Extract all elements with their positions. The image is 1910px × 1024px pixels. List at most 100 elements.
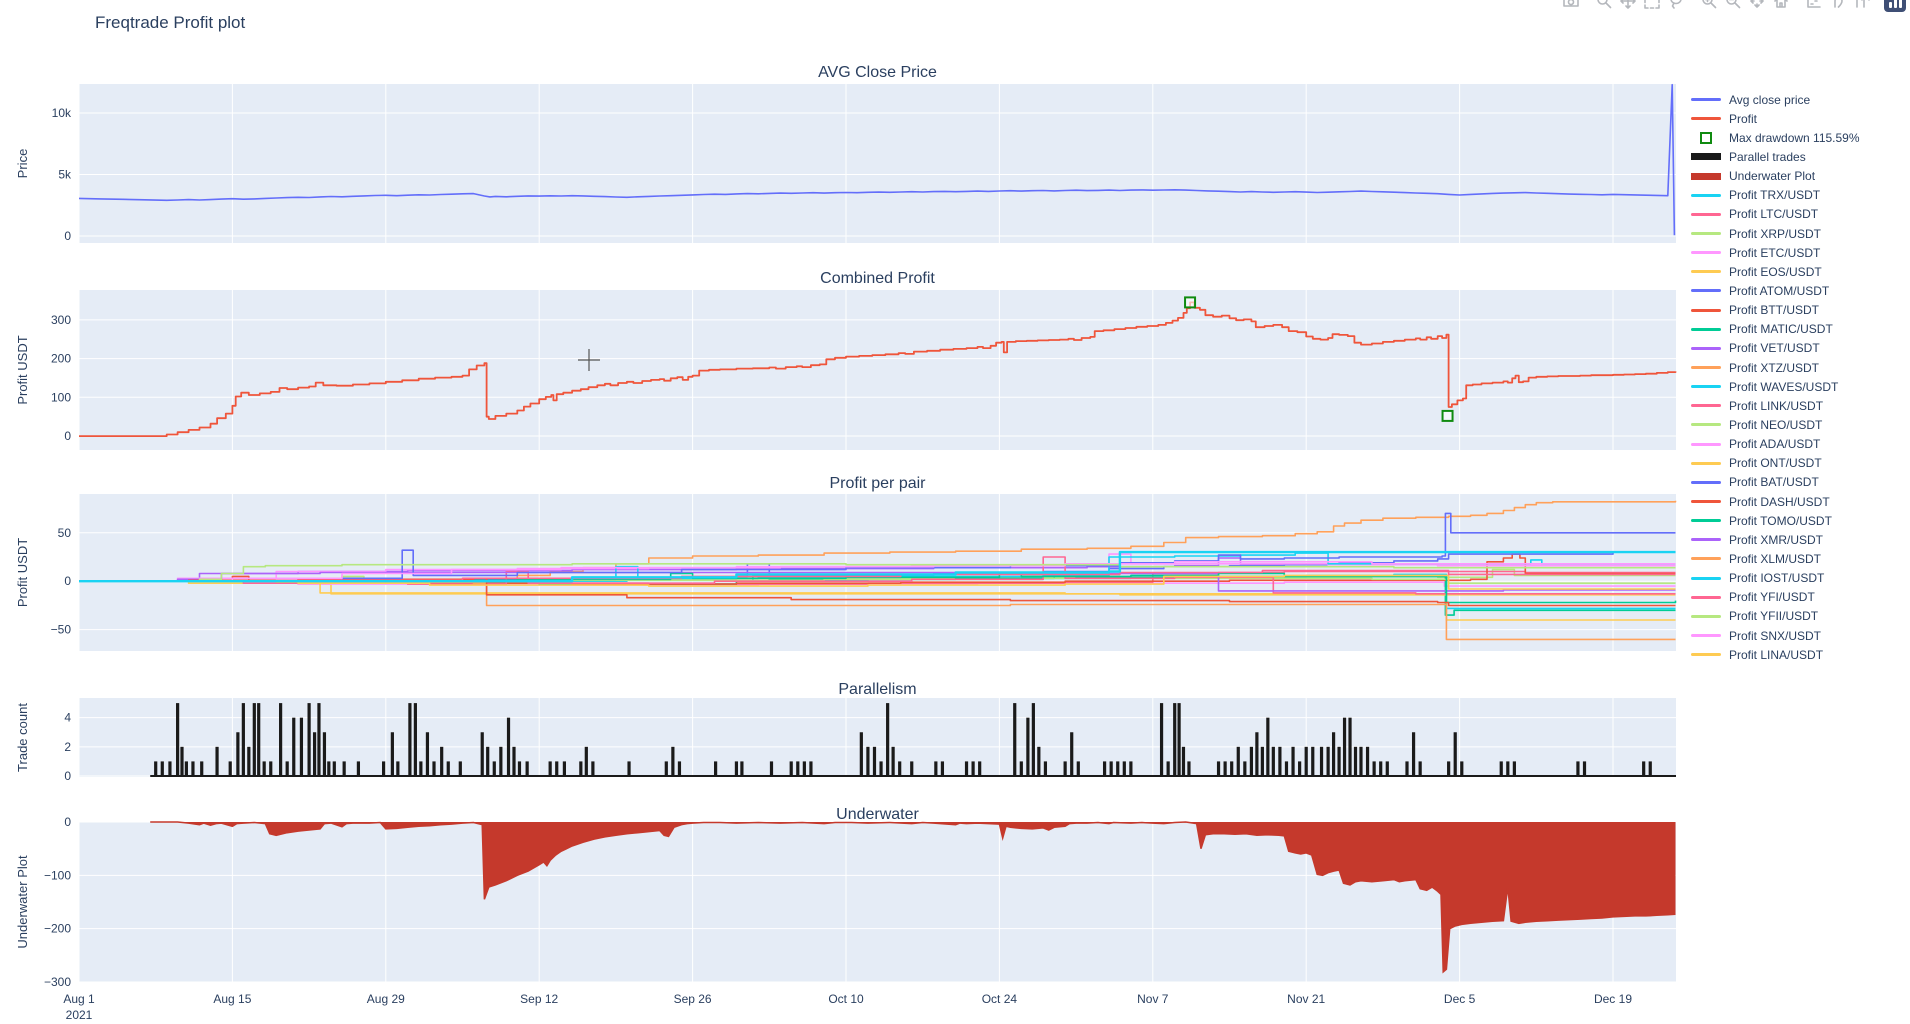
plot-area-avg-close-price[interactable] bbox=[79, 84, 1676, 243]
x-tick-label: Aug 1 bbox=[63, 992, 95, 1006]
y-tick-label: 10k bbox=[52, 106, 72, 120]
pan-icon[interactable] bbox=[1616, 0, 1640, 12]
toggle-spikelines-icon[interactable] bbox=[1802, 0, 1826, 12]
plot-area-combined-profit[interactable] bbox=[79, 290, 1676, 450]
legend-item-max-drawdown-115-59[interactable]: Max drawdown 115.59% bbox=[1691, 128, 1860, 147]
legend-item-profit-iost-usdt[interactable]: Profit IOST/USDT bbox=[1691, 569, 1860, 588]
parallel-trades-bar bbox=[1177, 703, 1181, 776]
y-tick-label: −200 bbox=[44, 922, 71, 936]
parallel-trades-bar bbox=[1372, 761, 1376, 776]
legend-label: Profit XRP/USDT bbox=[1729, 226, 1822, 241]
parallel-trades-bar bbox=[1255, 732, 1259, 776]
series-profit-etc-usdt bbox=[79, 561, 1676, 582]
parallel-trades-bar bbox=[562, 761, 567, 776]
parallel-trades-bar bbox=[332, 761, 336, 776]
parallel-trades-bar bbox=[285, 761, 289, 776]
reset-axes-icon[interactable] bbox=[1769, 0, 1793, 12]
lasso-select-icon[interactable] bbox=[1664, 0, 1688, 12]
y-tick-label: 0 bbox=[64, 229, 71, 243]
parallel-trades-bar bbox=[408, 703, 412, 776]
legend-item-underwater-plot[interactable]: Underwater Plot bbox=[1691, 167, 1860, 186]
legend-item-profit-waves-usdt[interactable]: Profit WAVES/USDT bbox=[1691, 377, 1860, 396]
legend-item-profit-etc-usdt[interactable]: Profit ETC/USDT bbox=[1691, 243, 1860, 262]
parallel-trades-bar bbox=[1291, 746, 1295, 776]
y-tick-label: 5k bbox=[58, 168, 72, 182]
y-axis-title-profit-per-pair: Profit USDT bbox=[15, 538, 30, 607]
legend-item-profit-btt-usdt[interactable]: Profit BTT/USDT bbox=[1691, 301, 1860, 320]
parallel-trades-bar bbox=[486, 746, 490, 776]
box-select-icon[interactable] bbox=[1640, 0, 1664, 12]
parallel-trades-bar bbox=[396, 761, 400, 776]
modebar-group bbox=[1697, 0, 1793, 12]
x-tick-label-year: 2021 bbox=[66, 1008, 93, 1022]
y-tick-label: 2 bbox=[64, 740, 71, 754]
autoscale-icon[interactable] bbox=[1745, 0, 1769, 12]
parallel-trades-bar bbox=[1319, 746, 1324, 776]
modebar-group bbox=[1802, 0, 1874, 12]
zoom-in-icon[interactable] bbox=[1697, 0, 1721, 12]
hover-closest-icon[interactable] bbox=[1826, 0, 1850, 12]
parallel-trades-bar bbox=[664, 761, 668, 776]
max-drawdown-marker bbox=[1441, 409, 1454, 422]
legend-item-profit-dash-usdt[interactable]: Profit DASH/USDT bbox=[1691, 492, 1860, 511]
parallel-trades-bar bbox=[1304, 746, 1308, 776]
camera-icon[interactable] bbox=[1559, 0, 1583, 12]
legend-item-profit[interactable]: Profit bbox=[1691, 109, 1860, 128]
zoom-icon[interactable] bbox=[1592, 0, 1616, 12]
parallel-trades-bar bbox=[1411, 732, 1416, 776]
parallel-trades-bar bbox=[579, 761, 583, 776]
legend-label: Profit WAVES/USDT bbox=[1729, 379, 1839, 394]
legend-item-profit-yfi-usdt[interactable]: Profit YFI/USDT bbox=[1691, 588, 1860, 607]
legend-label: Profit BTT/USDT bbox=[1729, 303, 1820, 318]
legend-item-profit-eos-usdt[interactable]: Profit EOS/USDT bbox=[1691, 262, 1860, 281]
legend-item-profit-neo-usdt[interactable]: Profit NEO/USDT bbox=[1691, 415, 1860, 434]
legend-item-profit-ada-usdt[interactable]: Profit ADA/USDT bbox=[1691, 435, 1860, 454]
legend-item-profit-lina-usdt[interactable]: Profit LINA/USDT bbox=[1691, 645, 1860, 664]
parallel-trades-bar bbox=[1453, 732, 1457, 776]
parallel-trades-bar bbox=[492, 761, 496, 776]
underwater-area bbox=[150, 822, 1676, 972]
parallel-trades-bar bbox=[1187, 761, 1191, 776]
legend-item-profit-ont-usdt[interactable]: Profit ONT/USDT bbox=[1691, 454, 1860, 473]
parallel-trades-bar bbox=[1159, 703, 1164, 776]
legend-item-profit-xmr-usdt[interactable]: Profit XMR/USDT bbox=[1691, 530, 1860, 549]
parallel-trades-bar bbox=[247, 746, 251, 776]
parallel-trades-bar bbox=[480, 732, 484, 776]
legend-item-profit-xtz-usdt[interactable]: Profit XTZ/USDT bbox=[1691, 358, 1860, 377]
legend-item-profit-yfii-usdt[interactable]: Profit YFII/USDT bbox=[1691, 607, 1860, 626]
legend-item-profit-trx-usdt[interactable]: Profit TRX/USDT bbox=[1691, 186, 1860, 205]
plotly-logo-icon[interactable] bbox=[1884, 0, 1906, 12]
legend-item-profit-snx-usdt[interactable]: Profit SNX/USDT bbox=[1691, 626, 1860, 645]
parallel-trades-bar bbox=[1266, 717, 1270, 776]
legend-item-profit-atom-usdt[interactable]: Profit ATOM/USDT bbox=[1691, 281, 1860, 300]
legend-label: Profit ADA/USDT bbox=[1729, 437, 1821, 452]
parallel-trades-bar bbox=[1499, 761, 1503, 776]
parallel-trades-bar bbox=[279, 703, 283, 776]
legend-item-profit-vet-usdt[interactable]: Profit VET/USDT bbox=[1691, 339, 1860, 358]
parallel-trades-bar bbox=[356, 761, 361, 776]
legend-label: Profit DASH/USDT bbox=[1729, 494, 1830, 509]
zoom-out-icon[interactable] bbox=[1721, 0, 1745, 12]
max-drawdown-marker bbox=[1184, 296, 1197, 309]
legend-item-profit-bat-usdt[interactable]: Profit BAT/USDT bbox=[1691, 473, 1860, 492]
parallel-trades-bar bbox=[432, 761, 436, 776]
x-tick-label: Oct 24 bbox=[982, 992, 1018, 1006]
parallel-trades-bar bbox=[512, 746, 516, 776]
parallel-trades-bar bbox=[1043, 761, 1048, 776]
legend-item-profit-link-usdt[interactable]: Profit LINK/USDT bbox=[1691, 396, 1860, 415]
parallel-trades-bar bbox=[591, 761, 595, 776]
series-profit-trx-usdt bbox=[79, 550, 1676, 583]
parallel-trades-bar bbox=[425, 732, 430, 776]
legend-item-avg-close-price[interactable]: Avg close price bbox=[1691, 90, 1860, 109]
legend-line-swatch bbox=[1691, 538, 1721, 542]
legend-line-swatch bbox=[1691, 117, 1721, 121]
legend-item-parallel-trades[interactable]: Parallel trades bbox=[1691, 147, 1860, 166]
legend-item-profit-tomo-usdt[interactable]: Profit TOMO/USDT bbox=[1691, 511, 1860, 530]
legend-item-profit-xlm-usdt[interactable]: Profit XLM/USDT bbox=[1691, 549, 1860, 568]
legend-line-swatch bbox=[1691, 653, 1721, 657]
hover-compare-icon[interactable] bbox=[1850, 0, 1874, 12]
legend-item-profit-ltc-usdt[interactable]: Profit LTC/USDT bbox=[1691, 205, 1860, 224]
legend-item-profit-xrp-usdt[interactable]: Profit XRP/USDT bbox=[1691, 224, 1860, 243]
parallel-trades-bar bbox=[215, 746, 219, 776]
legend-item-profit-matic-usdt[interactable]: Profit MATIC/USDT bbox=[1691, 320, 1860, 339]
